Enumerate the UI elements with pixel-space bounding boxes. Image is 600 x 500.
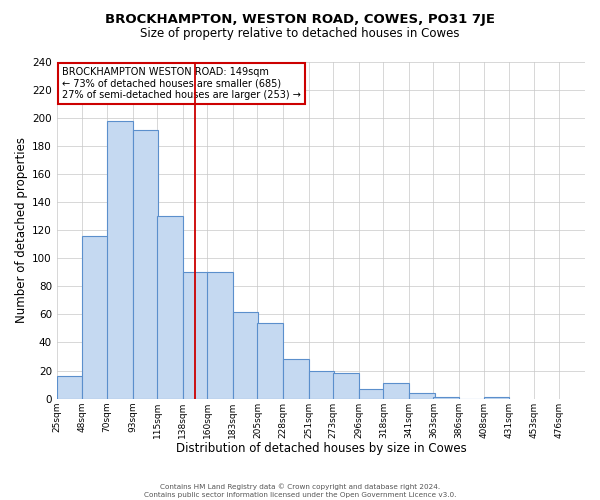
Bar	[359, 389, 385, 398]
Text: BROCKHAMPTON WESTON ROAD: 149sqm
← 73% of detached houses are smaller (685)
27% : BROCKHAMPTON WESTON ROAD: 149sqm ← 73% o…	[62, 66, 301, 100]
Bar	[82, 236, 108, 398]
Bar	[308, 370, 334, 398]
X-axis label: Distribution of detached houses by size in Cowes: Distribution of detached houses by size …	[176, 442, 466, 455]
Bar	[283, 360, 308, 399]
Bar	[133, 130, 158, 398]
Text: Size of property relative to detached houses in Cowes: Size of property relative to detached ho…	[140, 28, 460, 40]
Bar	[183, 272, 208, 398]
Bar	[157, 216, 183, 398]
Y-axis label: Number of detached properties: Number of detached properties	[15, 137, 28, 323]
Bar	[233, 312, 259, 398]
Bar	[257, 323, 283, 398]
Bar	[207, 272, 233, 398]
Bar	[383, 383, 409, 398]
Bar	[409, 393, 434, 398]
Bar	[57, 376, 82, 398]
Text: Contains HM Land Registry data © Crown copyright and database right 2024.
Contai: Contains HM Land Registry data © Crown c…	[144, 484, 456, 498]
Bar	[333, 374, 359, 398]
Text: BROCKHAMPTON, WESTON ROAD, COWES, PO31 7JE: BROCKHAMPTON, WESTON ROAD, COWES, PO31 7…	[105, 12, 495, 26]
Bar	[107, 120, 133, 398]
